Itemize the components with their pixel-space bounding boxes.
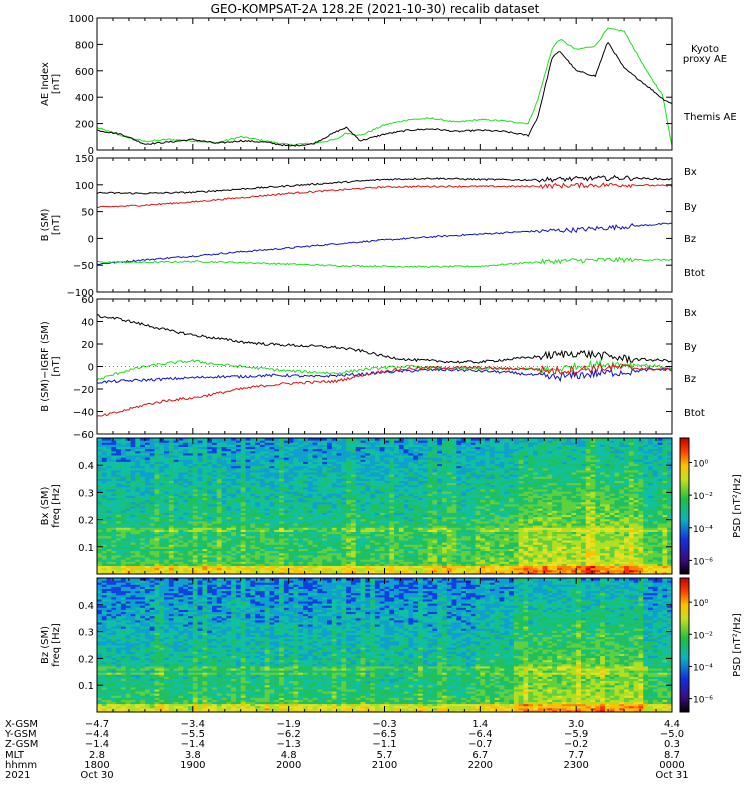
legend-entry: Bx [684,308,697,319]
y-axis-label-line1: B (SM)−IGRF (SM) [40,321,51,412]
y-tick-label: 0 [88,234,94,245]
series-line-bz [97,364,672,416]
y-tick-label: −60 [73,430,94,441]
y-tick-label: 40 [81,318,94,329]
legend-entry: Bx [684,167,697,178]
y-tick-label: 100 [75,181,94,192]
series-line-themis-ae [97,43,672,147]
y-axis-label-line2: [nT] [51,215,62,235]
chart-title: GEO-KOMPSAT-2A 128.2E (2021-10-30) recal… [211,2,540,16]
legend-entry: Bz [684,234,696,245]
y-axis-label-line2: [nT] [51,74,62,94]
y-tick-label: 20 [81,340,94,351]
y-tick-label: −40 [73,408,94,419]
y-axis-label: B (SM) [nT] [40,208,62,241]
series-line-btot [97,176,672,194]
y-tick-label: −20 [73,385,94,396]
y-tick-label: 50 [81,208,94,219]
legend-entry: proxy AE [683,54,727,65]
legend-entry: Btot [684,268,705,279]
y-tick-label: 200 [75,120,94,131]
series-line-bz [97,183,672,208]
legend-entry: By [684,342,697,353]
legend-entry: By [684,202,697,213]
y-tick-label: 400 [75,93,94,104]
y-axis-label-line2: [nT] [51,356,62,376]
series-line-kyoto-proxy-ae [97,28,672,146]
y-tick-label: 60 [81,295,94,306]
y-tick-label: 800 [75,40,94,51]
panel-3: −60 −40 −20 0 20 40 60 Bx By Bz Btot B (SM)−IGRF (S… [40,295,705,441]
y-tick-label: 600 [75,67,94,78]
y-tick-label: 1000 [69,14,94,25]
y-axis-label: B (SM)−IGRF (SM) [nT] [40,321,62,412]
y-axis-label-line1: AE Index [40,62,51,106]
series-line-by [97,258,672,268]
legend-entry: Themis AE [683,112,737,123]
series-line-bx [97,223,672,264]
y-axis-label-line1: B (SM) [40,208,51,241]
y-tick-label: 0 [88,363,94,374]
legend-entry: Btot [684,408,705,419]
y-tick-label: 150 [75,154,94,165]
y-axis-label: AE Index [nT] [40,62,62,106]
panel-frame [97,18,672,150]
legend-entry: Bz [684,374,696,385]
series-line-btot [97,315,672,363]
y-tick-label: −50 [73,261,94,272]
